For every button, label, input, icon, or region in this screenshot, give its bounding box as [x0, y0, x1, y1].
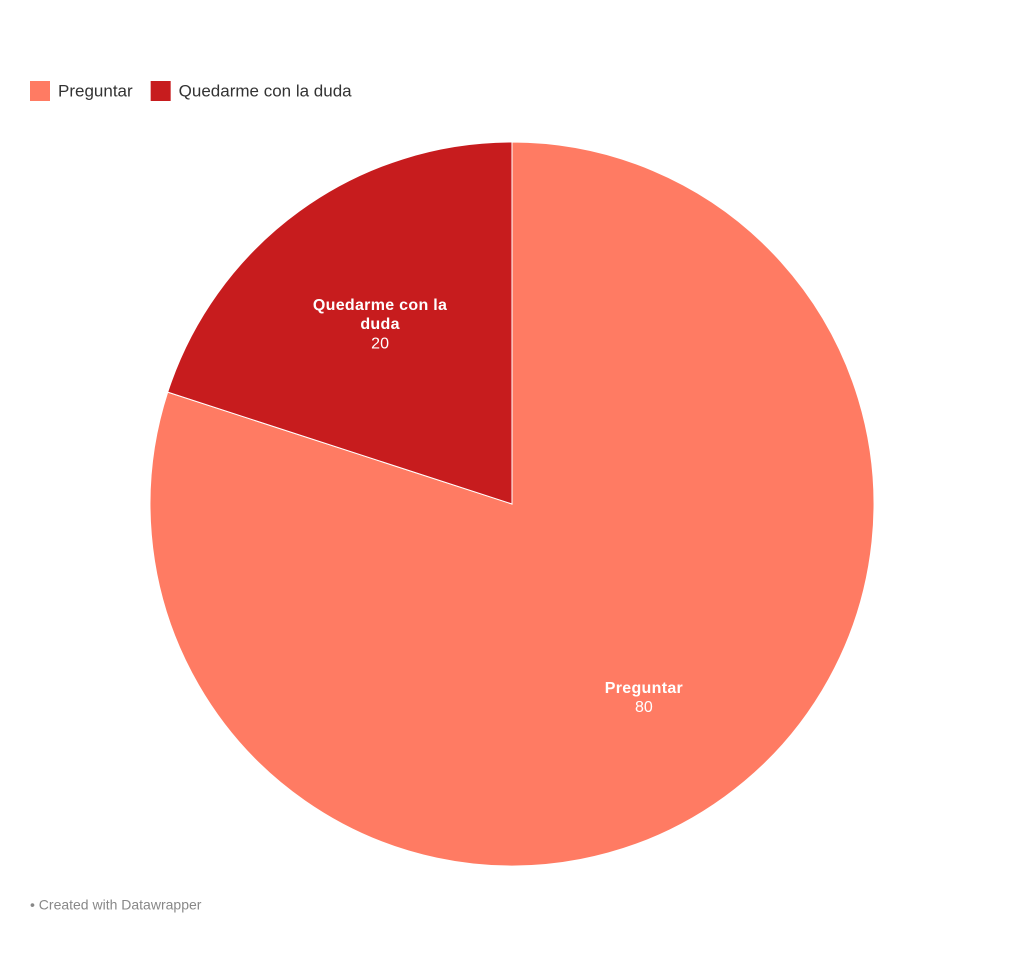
- legend-swatch: [30, 81, 50, 101]
- legend: Preguntar Quedarme con la duda: [30, 81, 352, 101]
- slice-value: 80: [635, 699, 653, 716]
- slice-label-box: Quedarme con la duda: [312, 297, 448, 334]
- legend-label: Preguntar: [58, 81, 133, 100]
- slice-label-box: Preguntar: [604, 679, 684, 697]
- slice-value: 20: [371, 336, 389, 353]
- legend-label: Quedarme con la duda: [179, 81, 352, 100]
- pie-slice: [167, 141, 513, 505]
- legend-swatch: [150, 81, 171, 101]
- slice-label: Quedarme con la duda: [312, 297, 448, 334]
- pie: Preguntar 80 Quedarme con la duda 20: [149, 141, 875, 867]
- slice-label: Preguntar: [604, 679, 684, 697]
- footer: • Created with Datawrapper: [30, 897, 202, 913]
